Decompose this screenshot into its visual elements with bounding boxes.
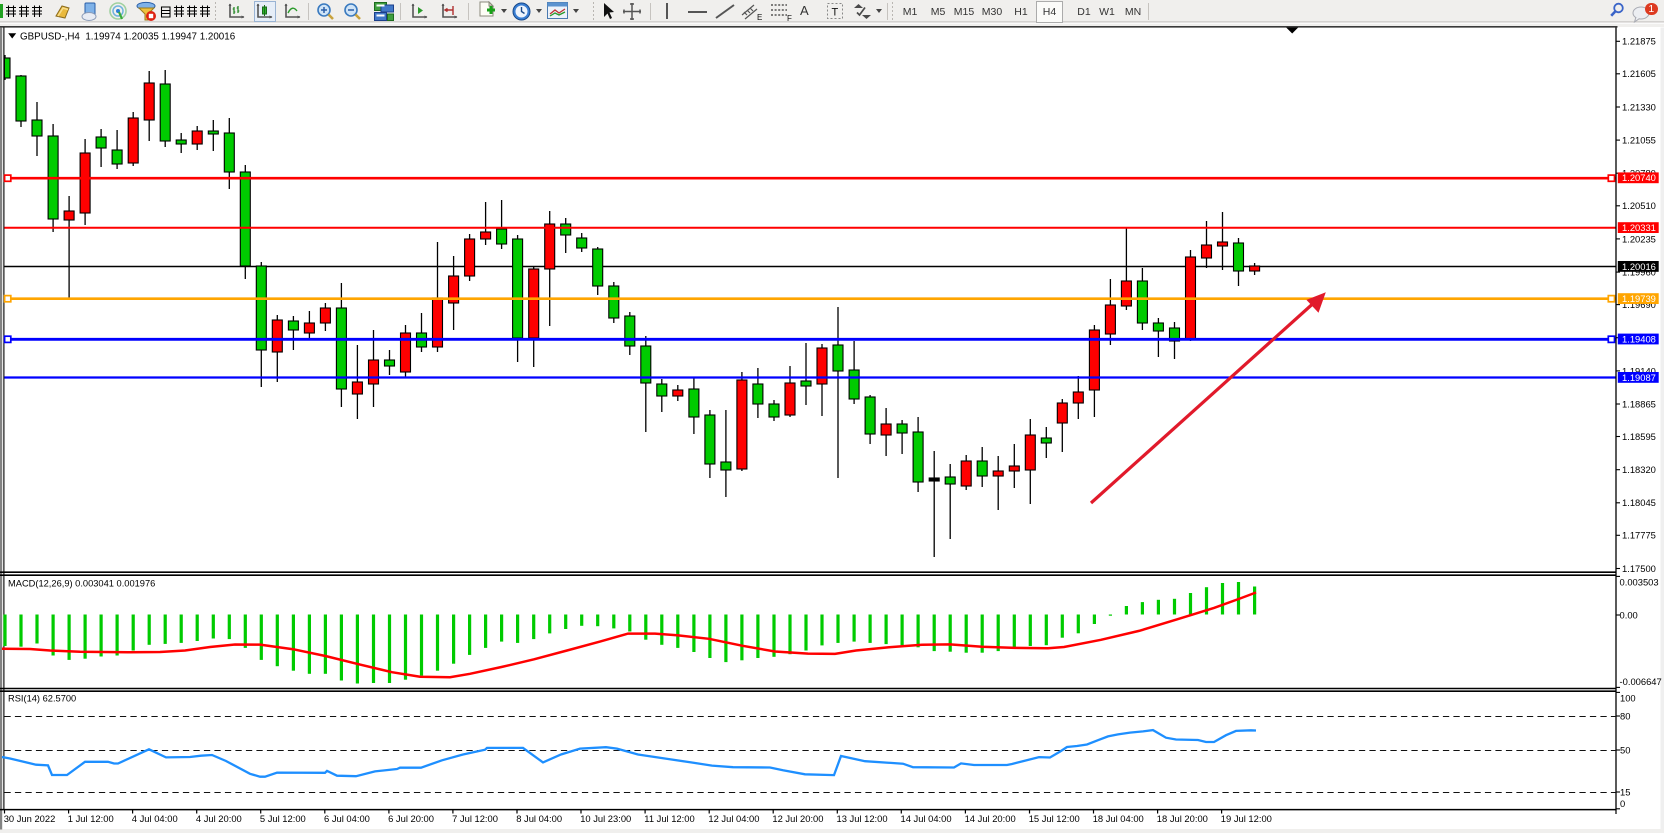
svg-text:1.19690: 1.19690	[1622, 299, 1656, 310]
svg-text:1.19408: 1.19408	[1622, 333, 1656, 344]
svg-text:14 Jul 04:00: 14 Jul 04:00	[901, 813, 952, 824]
svg-text:1.19087: 1.19087	[1622, 372, 1656, 383]
svg-text:1.17500: 1.17500	[1622, 563, 1656, 574]
svg-text:1.21875: 1.21875	[1622, 36, 1656, 47]
svg-text:4 Jul 20:00: 4 Jul 20:00	[196, 813, 242, 824]
svg-text:1.17775: 1.17775	[1622, 530, 1656, 541]
svg-text:1.19140: 1.19140	[1622, 365, 1656, 376]
svg-text:1.18595: 1.18595	[1622, 431, 1656, 442]
svg-text:13 Jul 12:00: 13 Jul 12:00	[837, 813, 888, 824]
svg-text:-0.006647: -0.006647	[1620, 676, 1662, 687]
svg-text:4 Jul 04:00: 4 Jul 04:00	[132, 813, 178, 824]
svg-text:5 Jul 12:00: 5 Jul 12:00	[260, 813, 306, 824]
svg-text:1.20331: 1.20331	[1622, 222, 1656, 233]
svg-text:10 Jul 23:00: 10 Jul 23:00	[580, 813, 631, 824]
svg-text:GBPUSD-,H4 1.19974 1.20035 1.: GBPUSD-,H4 1.19974 1.20035 1.19947 1.200…	[20, 32, 236, 43]
svg-text:0.003503: 0.003503	[1620, 576, 1659, 587]
svg-text:T: T	[832, 7, 839, 19]
svg-text:6 Jul 04:00: 6 Jul 04:00	[324, 813, 370, 824]
svg-text:18 Jul 20:00: 18 Jul 20:00	[1157, 813, 1208, 824]
svg-text:1.19739: 1.19739	[1622, 293, 1656, 304]
svg-text:50: 50	[1620, 744, 1630, 755]
svg-text:1.20510: 1.20510	[1622, 200, 1656, 211]
svg-text:6 Jul 20:00: 6 Jul 20:00	[388, 813, 434, 824]
svg-text:F: F	[787, 14, 792, 22]
svg-text:MACD(12,26,9) 0.003041 0.00197: MACD(12,26,9) 0.003041 0.001976	[8, 579, 155, 589]
svg-text:1.21330: 1.21330	[1622, 101, 1656, 112]
svg-text:80: 80	[1620, 710, 1630, 721]
svg-text:1.19960: 1.19960	[1622, 267, 1656, 278]
svg-text:15: 15	[1620, 786, 1630, 797]
svg-text:0.00: 0.00	[1620, 609, 1638, 620]
svg-text:19 Jul 12:00: 19 Jul 12:00	[1221, 813, 1272, 824]
svg-text:12 Jul 04:00: 12 Jul 04:00	[708, 813, 759, 824]
svg-text:18 Jul 04:00: 18 Jul 04:00	[1093, 813, 1144, 824]
svg-text:1.18045: 1.18045	[1622, 497, 1656, 508]
svg-text:1.18865: 1.18865	[1622, 398, 1656, 409]
svg-text:1.20016: 1.20016	[1622, 261, 1656, 272]
svg-text:1.18320: 1.18320	[1622, 464, 1656, 475]
svg-text:15 Jul 12:00: 15 Jul 12:00	[1029, 813, 1080, 824]
svg-text:14 Jul 20:00: 14 Jul 20:00	[965, 813, 1016, 824]
svg-text:1.21055: 1.21055	[1622, 135, 1656, 146]
svg-text:1.21605: 1.21605	[1622, 68, 1656, 79]
svg-text:11 Jul 12:00: 11 Jul 12:00	[644, 813, 694, 824]
svg-text:E: E	[757, 13, 762, 22]
svg-text:0: 0	[1620, 798, 1625, 809]
svg-text:1 Jul 12:00: 1 Jul 12:00	[68, 813, 114, 824]
svg-text:30 Jun 2022: 30 Jun 2022	[4, 813, 56, 824]
svg-text:1.20740: 1.20740	[1622, 172, 1656, 183]
svg-text:100: 100	[1620, 692, 1636, 703]
svg-text:7 Jul 12:00: 7 Jul 12:00	[452, 813, 498, 824]
svg-text:12 Jul 20:00: 12 Jul 20:00	[772, 813, 823, 824]
svg-text:8 Jul 04:00: 8 Jul 04:00	[516, 813, 562, 824]
svg-text:1.20235: 1.20235	[1622, 233, 1656, 244]
svg-text:RSI(14) 62.5700: RSI(14) 62.5700	[8, 694, 76, 704]
